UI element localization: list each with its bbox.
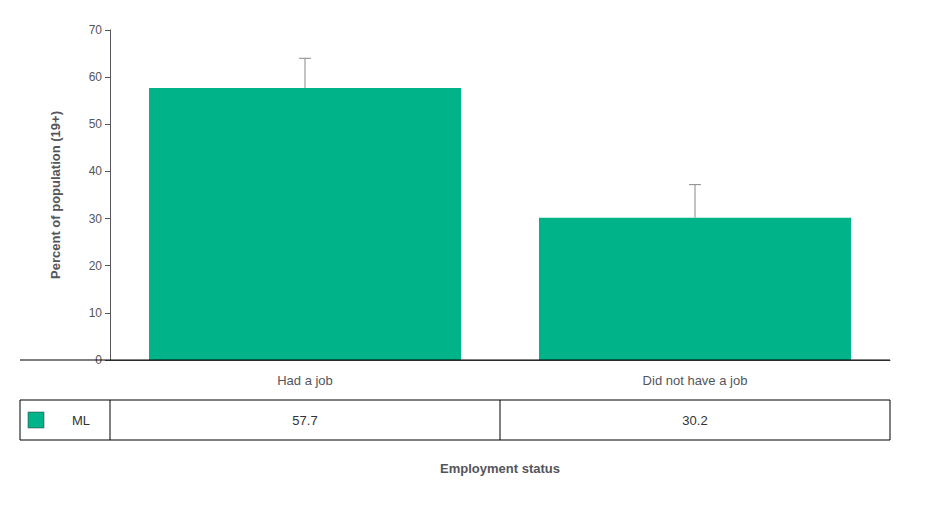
svg-text:10: 10 xyxy=(89,306,103,320)
svg-text:57.7: 57.7 xyxy=(292,413,317,428)
svg-text:Percent of population (19+): Percent of population (19+) xyxy=(48,111,63,279)
svg-text:Did not have a job: Did not have a job xyxy=(643,373,748,388)
svg-text:40: 40 xyxy=(89,164,103,178)
svg-text:70: 70 xyxy=(89,23,103,37)
svg-text:Employment status: Employment status xyxy=(440,461,560,476)
svg-text:30: 30 xyxy=(89,212,103,226)
svg-text:0: 0 xyxy=(95,353,102,367)
svg-text:30.2: 30.2 xyxy=(682,413,707,428)
svg-text:Had a job: Had a job xyxy=(277,373,333,388)
svg-text:50: 50 xyxy=(89,117,103,131)
svg-text:20: 20 xyxy=(89,259,103,273)
svg-text:ML: ML xyxy=(72,413,90,428)
svg-text:60: 60 xyxy=(89,70,103,84)
